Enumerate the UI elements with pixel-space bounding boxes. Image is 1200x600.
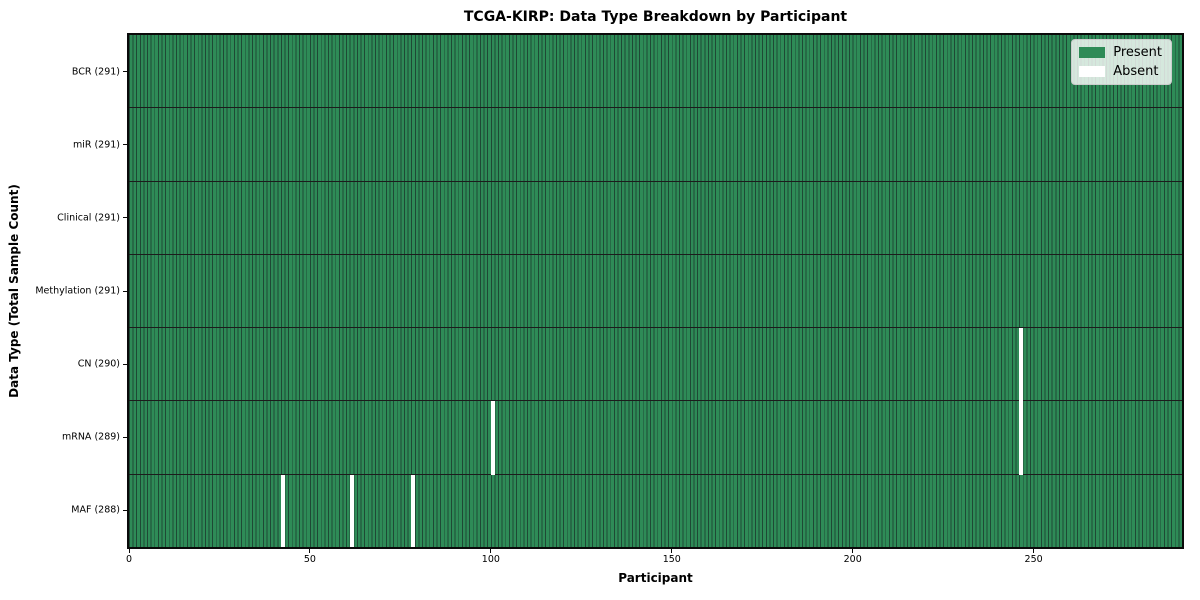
- absent-gap-mRNA-100: [490, 401, 495, 475]
- ytick-mark: [123, 71, 128, 73]
- legend-label-absent: Absent: [1113, 64, 1159, 79]
- legend-item-absent: Absent: [1079, 64, 1162, 79]
- xtick-label-200: 200: [843, 554, 862, 565]
- ytick-label-miR: miR (291): [72, 139, 120, 151]
- absent-gap-MAF-78: [411, 474, 416, 547]
- legend: Present Absent: [1071, 39, 1172, 85]
- ytick-mark: [123, 363, 128, 365]
- row-miR: [129, 108, 1182, 182]
- chart-title: TCGA-KIRP: Data Type Breakdown by Partic…: [463, 9, 848, 25]
- ytick-label-mRNA: mRNA (289): [61, 431, 120, 443]
- row-BCR: [129, 35, 1182, 109]
- ytick-label-CN: CN (290): [77, 358, 120, 370]
- xtick-label-0: 0: [125, 554, 133, 565]
- ytick-mark: [123, 436, 128, 438]
- ytick-mark: [123, 290, 128, 292]
- present-swatch: [1079, 47, 1106, 58]
- row-mRNA: [129, 401, 1182, 475]
- row-Methylation: [129, 254, 1182, 329]
- absent-swatch: [1079, 66, 1106, 77]
- ytick-label-MAF: MAF (288): [71, 504, 120, 516]
- ytick-label-Methylation: Methylation (291): [35, 285, 120, 297]
- xtick-label-100: 100: [481, 554, 500, 565]
- absent-gap-CN-246: [1018, 328, 1023, 402]
- ytick-mark: [123, 217, 128, 219]
- ytick-mark: [123, 144, 128, 146]
- row-MAF: [129, 474, 1182, 547]
- ytick-label-BCR: BCR (291): [71, 66, 120, 78]
- ytick-mark: [123, 509, 128, 511]
- absent-gap-mRNA-246: [1018, 401, 1023, 475]
- xtick-mark: [309, 549, 311, 553]
- xtick-mark: [671, 549, 673, 553]
- x-axis-label: Participant: [618, 571, 693, 585]
- xtick-mark: [128, 549, 130, 553]
- xtick-mark: [1033, 549, 1035, 553]
- legend-item-present: Present: [1079, 45, 1162, 60]
- xtick-mark: [490, 549, 492, 553]
- xtick-label-50: 50: [303, 554, 316, 565]
- absent-gap-MAF-61: [349, 474, 354, 547]
- legend-label-present: Present: [1113, 45, 1162, 60]
- absent-gap-MAF-42: [280, 474, 285, 547]
- xtick-label-250: 250: [1024, 554, 1043, 565]
- xtick-label-150: 150: [662, 554, 681, 565]
- plot-area: Present Absent: [127, 33, 1184, 549]
- xtick-mark: [852, 549, 854, 553]
- row-CN: [129, 328, 1182, 402]
- ytick-label-Clinical: Clinical (291): [57, 212, 120, 224]
- row-Clinical: [129, 181, 1182, 255]
